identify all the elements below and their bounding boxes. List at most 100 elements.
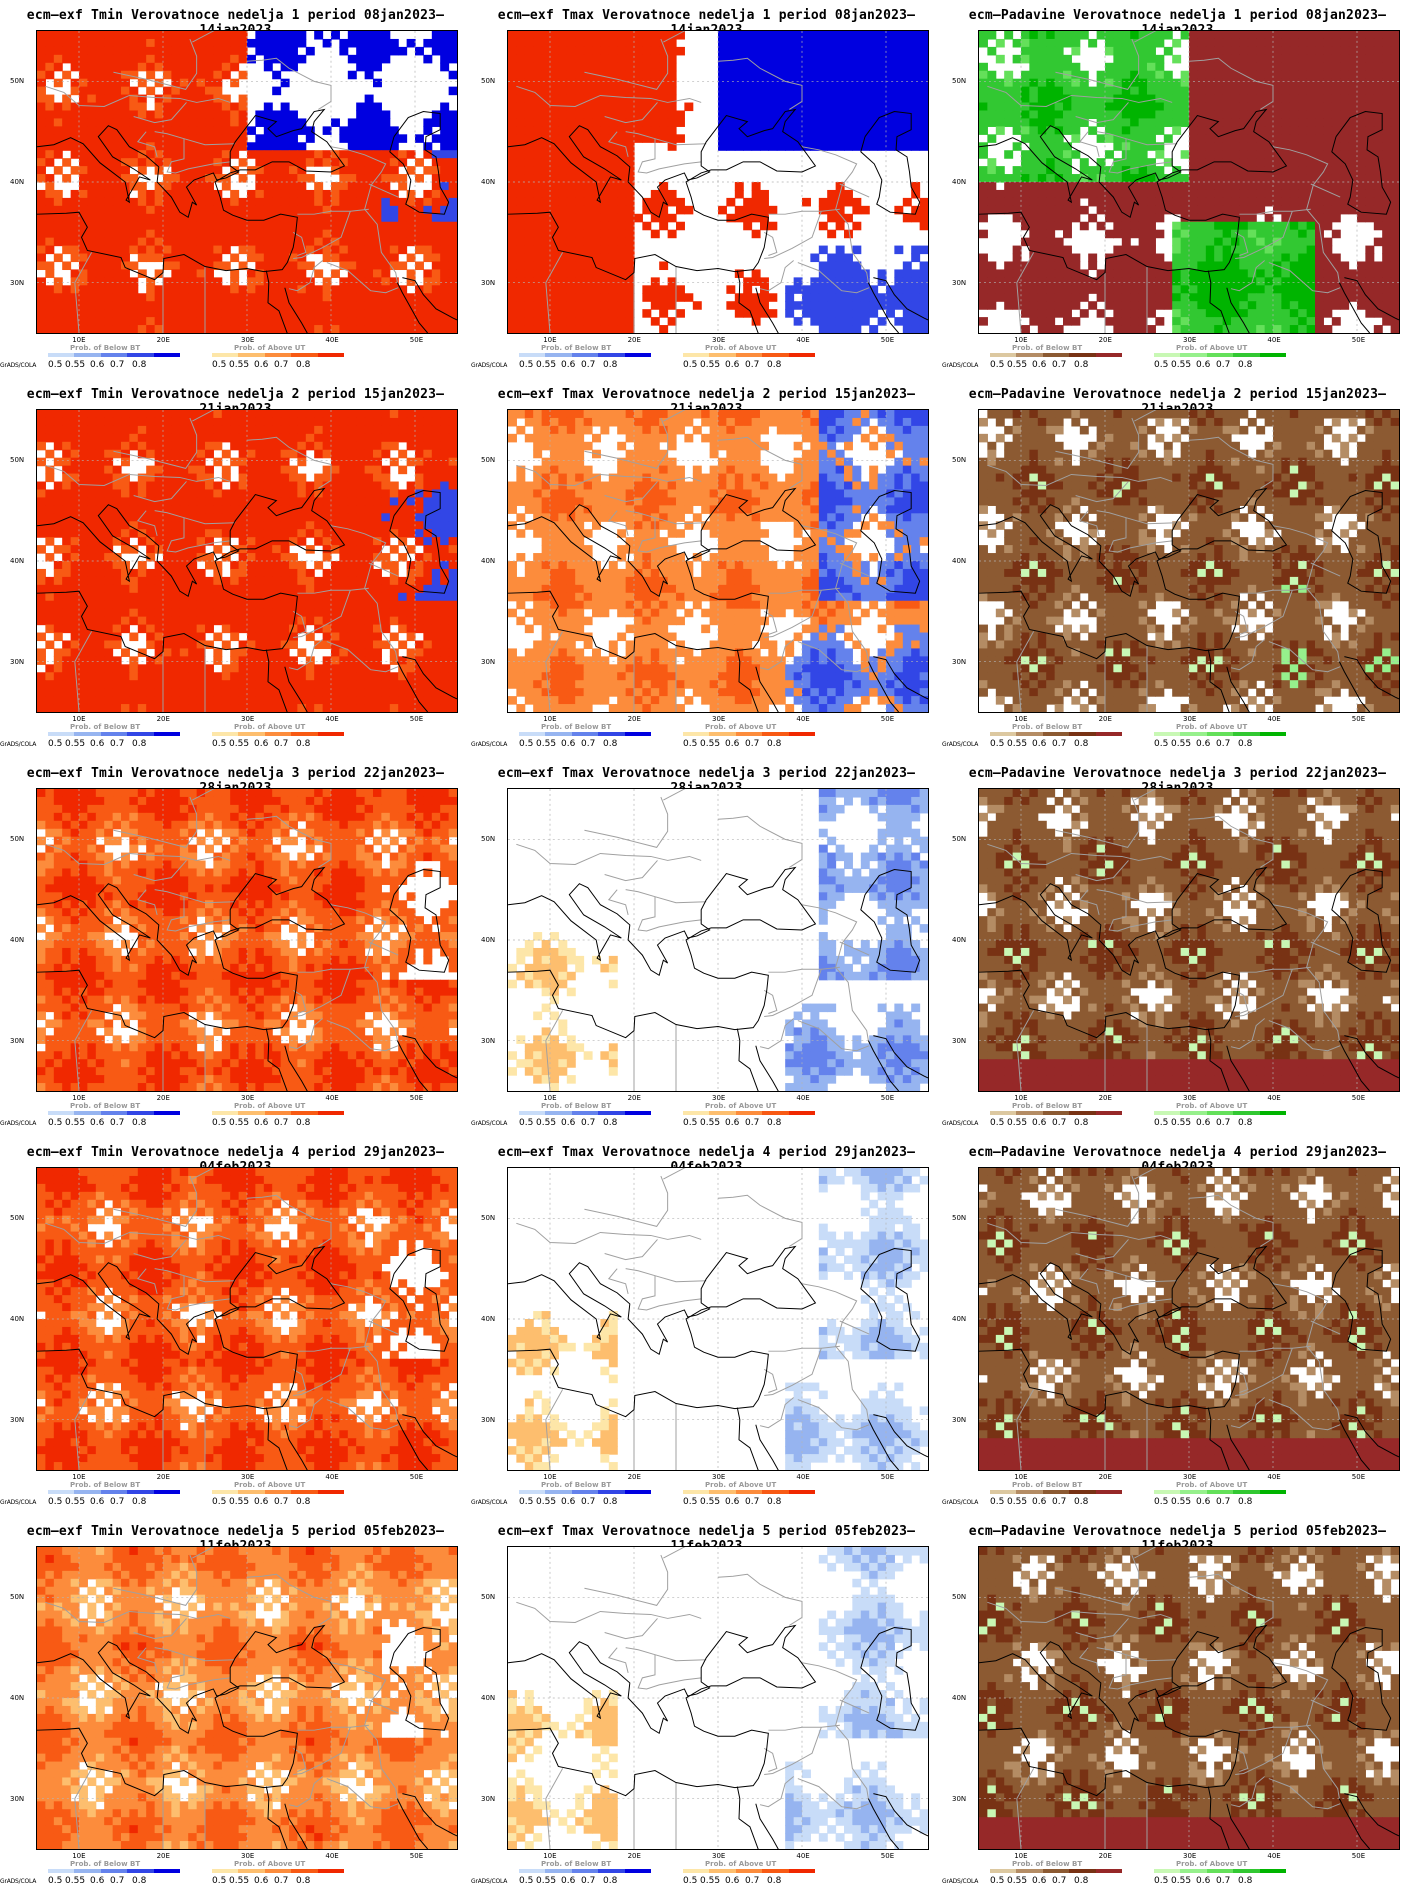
legend-swatch <box>571 353 599 357</box>
field-cell <box>1138 102 1148 112</box>
field-cell <box>1348 277 1358 286</box>
field-cell <box>263 205 273 215</box>
field-cell <box>373 269 382 278</box>
field-cell <box>1348 142 1358 151</box>
field-cell <box>104 309 114 318</box>
field-cell <box>1012 261 1022 271</box>
field-cell <box>112 441 122 451</box>
field-cell <box>1222 94 1232 104</box>
field-cell <box>650 197 660 207</box>
field-cell <box>196 102 206 112</box>
field-cell <box>87 62 97 72</box>
field-cell <box>592 261 601 271</box>
field-cell <box>280 269 290 278</box>
field-cell <box>1298 126 1308 135</box>
field-cell <box>760 86 769 96</box>
field-cell <box>566 174 576 183</box>
field-cell <box>398 229 408 239</box>
field-cell <box>1172 301 1182 310</box>
field-cell <box>1147 102 1156 112</box>
field-cell <box>1331 261 1341 271</box>
field-cell <box>592 277 601 286</box>
field-cell <box>121 229 130 239</box>
field-cell <box>558 213 568 223</box>
field-cell <box>575 118 585 127</box>
field-cell <box>650 102 660 112</box>
field-cell <box>1021 118 1030 127</box>
field-cell <box>919 277 928 286</box>
field-cell <box>364 441 374 451</box>
field-cell <box>1046 86 1056 96</box>
field-cell <box>533 150 543 159</box>
field-cell <box>238 433 248 443</box>
field-cell <box>1365 182 1375 191</box>
field-cell <box>280 102 290 112</box>
field-cell <box>1096 118 1106 127</box>
field-cell <box>1365 261 1375 271</box>
field-cell <box>1205 46 1215 56</box>
legend-tick: 0.5 <box>1154 360 1168 370</box>
field-cell <box>1214 189 1224 199</box>
field-cell <box>196 441 206 451</box>
field-cell <box>431 410 441 419</box>
field-cell <box>356 134 366 143</box>
field-cell <box>230 417 240 427</box>
field-cell <box>886 46 895 56</box>
field-cell <box>718 78 727 88</box>
field-cell <box>886 78 895 88</box>
field-cell <box>886 134 895 143</box>
field-cell <box>238 441 248 451</box>
field-cell <box>827 78 837 88</box>
field-cell <box>62 417 72 427</box>
field-cell <box>1012 197 1022 207</box>
field-cell <box>1382 102 1392 112</box>
field-cell <box>146 253 156 263</box>
field-cell <box>785 46 795 56</box>
field-cell <box>1063 269 1072 278</box>
field-cell <box>247 425 256 435</box>
field-cell <box>1289 70 1299 80</box>
field-cell <box>902 285 912 294</box>
field-cell <box>1340 142 1350 151</box>
field-cell <box>575 134 585 143</box>
field-cell <box>802 46 811 56</box>
field-cell <box>112 301 122 310</box>
field-cell <box>1138 142 1148 151</box>
field-cell <box>179 110 189 120</box>
field-cell <box>247 38 256 48</box>
field-cell <box>1365 293 1375 302</box>
field-cell <box>1138 277 1148 286</box>
field-cell <box>339 253 349 263</box>
field-cell <box>398 425 408 435</box>
legend-tick: 0.6 <box>725 360 739 370</box>
field-cell <box>163 70 172 80</box>
field-cell <box>112 118 122 127</box>
coastline <box>402 277 457 321</box>
field-cell <box>1222 301 1232 310</box>
field-cell <box>1071 94 1081 104</box>
field-cell <box>625 142 635 151</box>
field-cell <box>1096 102 1106 112</box>
field-cell <box>1289 205 1299 215</box>
field-cell <box>1222 277 1232 286</box>
field-cell <box>1079 221 1089 231</box>
field-cell <box>37 433 46 443</box>
field-cell <box>625 174 635 183</box>
field-cell <box>339 293 349 302</box>
field-cell <box>62 285 72 294</box>
field-cell <box>760 54 769 64</box>
field-cell <box>1189 54 1198 64</box>
field-cell <box>154 134 164 143</box>
field-cell <box>1315 285 1324 294</box>
field-cell <box>112 309 122 318</box>
field-cell <box>188 229 198 239</box>
field-cell <box>364 197 374 207</box>
field-cell <box>188 449 198 459</box>
field-cell <box>440 46 450 56</box>
field-cell <box>406 229 416 239</box>
field-cell <box>104 277 114 286</box>
field-cell <box>1289 166 1299 175</box>
field-cell <box>373 261 382 271</box>
field-cell <box>1382 86 1392 96</box>
field-cell <box>516 309 526 318</box>
